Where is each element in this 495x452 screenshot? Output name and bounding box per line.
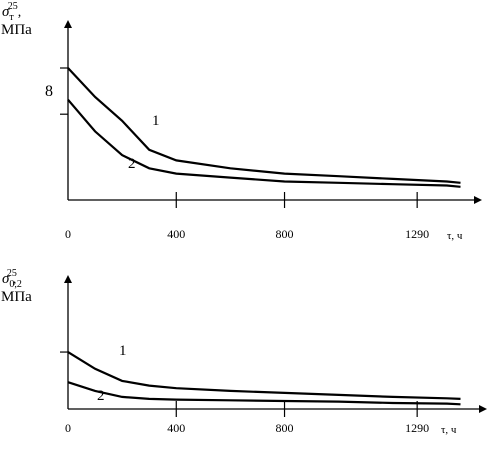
series-2-label: 2 — [97, 388, 105, 404]
x-tick-label: 1290 — [405, 227, 429, 241]
x-tick-label: 1290 — [405, 421, 429, 435]
y-subscript: 0,2 — [9, 279, 22, 290]
x-tick-label: 0 — [65, 421, 71, 435]
y-separator: , — [18, 5, 22, 20]
series-2-label: 2 — [128, 156, 136, 172]
chart-sigma-t: σт25, МПа τ, ч 0 400 800 1290 8 1 2 — [1, 1, 482, 242]
y-axis-label-chart2: σ0,225, — [2, 268, 22, 290]
y-superscript: 25 — [8, 1, 18, 12]
y-subscript: т — [9, 12, 14, 23]
chart-sigma-02: σ0,225, МПа τ, ч 0 400 800 1290 1 2 — [1, 268, 487, 436]
x-axis-label-chart2: τ, ч — [441, 424, 457, 436]
series-1-label: 1 — [152, 113, 160, 129]
y-unit-label-chart2: МПа — [1, 289, 32, 305]
y-axis-label-chart1: σт25, — [2, 1, 21, 23]
x-axis-label-chart1: τ, ч — [447, 230, 463, 242]
y-symbol: σ — [2, 4, 10, 20]
y-axis-arrow — [64, 20, 72, 28]
y-superscript: 25 — [7, 268, 17, 279]
series-2-line — [67, 98, 461, 188]
x-tick-label: 800 — [276, 227, 294, 241]
x-axis-arrow — [474, 196, 482, 204]
x-axis-arrow — [479, 405, 487, 413]
series-1-label: 1 — [119, 343, 127, 359]
series-1-line — [67, 67, 461, 184]
x-tick-label: 0 — [65, 227, 71, 241]
y-axis-arrow — [64, 275, 72, 283]
y-unit-label-chart1: МПа — [1, 22, 32, 38]
x-tick-label: 800 — [276, 421, 294, 435]
series-1-line — [67, 351, 461, 400]
y-separator: , — [13, 272, 17, 287]
y-tick-label: 8 — [45, 83, 53, 100]
x-tick-label: 400 — [167, 421, 185, 435]
y-symbol: σ — [2, 271, 10, 287]
series-2-line — [67, 381, 461, 406]
x-tick-label: 400 — [167, 227, 185, 241]
